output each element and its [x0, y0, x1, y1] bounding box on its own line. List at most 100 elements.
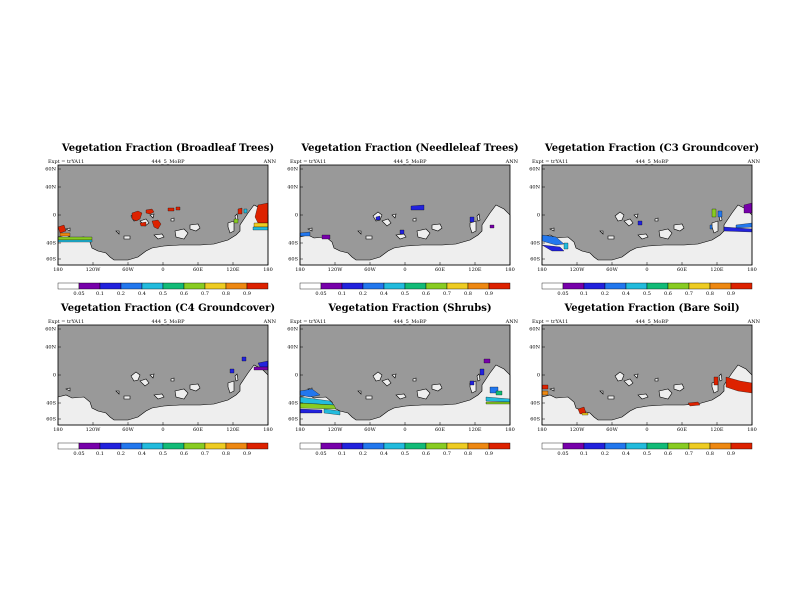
x-tick-label: 60E: [193, 427, 203, 433]
colorbar-label: 0.4: [380, 291, 388, 297]
colorbar-swatch: [183, 282, 206, 290]
colorbar-label: 0.9: [243, 451, 251, 457]
colorbar-swatch: [225, 442, 248, 450]
x-tick-label: 120E: [226, 427, 240, 433]
vegetation-cell: [57, 224, 67, 234]
colorbar-swatch: [446, 442, 469, 450]
colorbar-label: 0.1: [96, 451, 104, 457]
land-mask: [381, 378, 392, 387]
x-tick-label: 180: [263, 267, 273, 273]
colorbar-label: 0.7: [685, 451, 693, 457]
colorbar-label: 0.9: [243, 291, 251, 297]
colorbar-swatch: [730, 442, 753, 450]
case-label: 444_5_MoBP: [635, 319, 669, 325]
land-mask: [357, 230, 362, 235]
y-tick-label: 60N: [287, 167, 298, 173]
y-tick-label: 60S: [288, 257, 298, 263]
vegetation-cell: [541, 390, 549, 396]
y-tick-label: 0: [537, 373, 540, 379]
colorbar-label: 0.5: [643, 291, 651, 297]
x-tick-label: 120E: [226, 267, 240, 273]
colorbar-swatch: [120, 442, 143, 450]
land-mask: [227, 220, 235, 234]
y-tick-label: 60S: [46, 417, 56, 423]
land-mask: [65, 387, 71, 392]
x-tick-label: 60E: [677, 427, 687, 433]
colorbar-label: 0.5: [401, 451, 409, 457]
y-tick-label: 0: [295, 373, 298, 379]
land-mask: [57, 204, 269, 266]
land-mask: [673, 223, 685, 232]
land-mask: [307, 227, 313, 232]
vegetation-cell: [57, 239, 93, 243]
land-mask: [115, 390, 120, 395]
colorbar-swatch: [57, 442, 80, 450]
colorbar-swatch: [320, 442, 343, 450]
y-tick-label: 40S: [288, 401, 298, 407]
colorbar-swatch: [162, 282, 185, 290]
colorbar-swatch: [225, 282, 248, 290]
colorbar-swatch: [141, 442, 164, 450]
x-tick-label: 0: [403, 267, 406, 273]
land-mask: [57, 364, 269, 426]
x-tick-label: 60E: [677, 267, 687, 273]
colorbar-label: 0.9: [727, 291, 735, 297]
season-label: ANN: [263, 159, 276, 165]
vegetation-cell: [321, 234, 331, 240]
land-mask: [412, 377, 417, 382]
map-panel: Vegetation Fraction (Shrubs) Expt = trYA1…: [287, 303, 530, 457]
map-panel: Vegetation Fraction (C4 Groundcover) Expt…: [45, 303, 288, 457]
vegetation-cell: [139, 221, 147, 227]
colorbar-swatch: [78, 442, 101, 450]
colorbar-label: 0.5: [159, 291, 167, 297]
land-mask: [549, 387, 555, 392]
x-tick-label: 0: [161, 267, 164, 273]
vegetation-cell: [253, 222, 269, 228]
panel-title: Vegetation Fraction (Shrubs): [328, 303, 492, 314]
land-mask: [365, 395, 373, 400]
land-mask: [431, 383, 443, 392]
colorbar-swatch: [404, 442, 427, 450]
colorbar-label: 0.6: [664, 291, 672, 297]
y-tick-label: 40N: [529, 345, 540, 351]
land-mask: [614, 211, 625, 222]
case-label: 444_5_MoBP: [393, 319, 427, 325]
panel-title: Vegetation Fraction (Bare Soil): [564, 303, 740, 314]
colorbar-swatch: [362, 442, 385, 450]
colorbar-swatch: [467, 442, 490, 450]
x-tick-label: 0: [645, 267, 648, 273]
experiment-label: Expt = trYA11: [532, 319, 569, 325]
x-tick-label: 180: [505, 427, 515, 433]
land-mask: [607, 235, 615, 240]
x-tick-label: 60W: [122, 427, 134, 433]
land-mask: [189, 223, 201, 232]
x-tick-label: 180: [53, 267, 63, 273]
colorbar-label: 0.6: [422, 451, 430, 457]
x-tick-label: 180: [53, 427, 63, 433]
vegetation-cell: [229, 368, 235, 374]
vegetation-cell: [399, 229, 405, 235]
land-mask: [372, 371, 383, 382]
vegetation-cell: [253, 366, 269, 371]
case-label: 444_5_MoBP: [151, 159, 185, 165]
vegetation-cell: [241, 356, 247, 362]
land-mask: [391, 373, 397, 379]
colorbar-label: 0.05: [557, 451, 568, 457]
colorbar-swatch: [204, 282, 227, 290]
case-label: 444_5_MoBP: [635, 159, 669, 165]
land-mask: [476, 213, 481, 222]
vegetation-cell: [175, 206, 181, 211]
colorbar-label: 0.8: [464, 451, 472, 457]
land-mask: [541, 204, 753, 266]
experiment-label: Expt = trYA11: [290, 319, 327, 325]
land-mask: [234, 373, 239, 382]
colorbar: 0.05 0.1 0.2 0.4 0.5 0.6 0.7 0.8 0.9: [57, 282, 269, 297]
land-mask: [658, 388, 673, 400]
colorbar-label: 0.7: [443, 451, 451, 457]
x-tick-label: 60W: [364, 267, 376, 273]
x-tick-label: 0: [403, 427, 406, 433]
vegetation-cell: [243, 208, 248, 214]
colorbar-swatch: [709, 442, 732, 450]
